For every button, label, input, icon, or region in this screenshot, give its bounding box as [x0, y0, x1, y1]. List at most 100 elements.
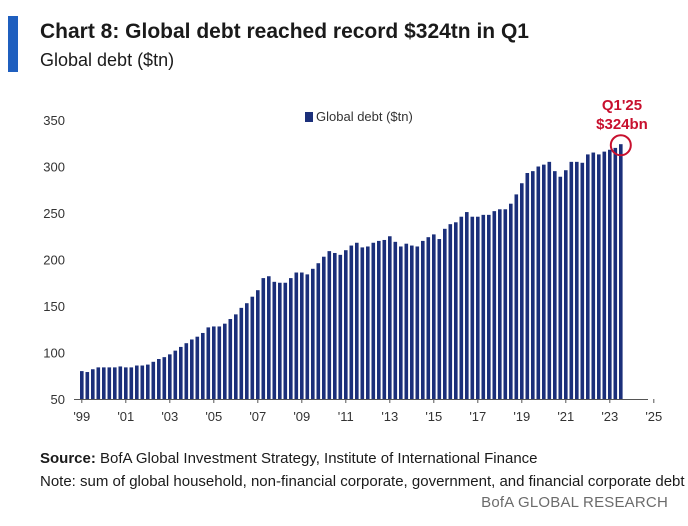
x-tick-label: '03: [161, 409, 178, 424]
bar: [608, 149, 612, 399]
bar: [487, 214, 491, 399]
bar: [217, 326, 222, 399]
bar: [322, 256, 326, 399]
bar: [305, 274, 310, 399]
bar: [338, 254, 343, 399]
source-text: BofA Global Investment Strategy, Institu…: [100, 450, 538, 467]
source-line: Source: BofA Global Investment Strategy,…: [40, 450, 538, 467]
x-tick-label: '15: [425, 409, 442, 424]
annotation-highlight-circle: [609, 134, 632, 157]
annotation-period: Q1'25: [602, 97, 642, 114]
bar: [520, 183, 524, 399]
bar: [239, 307, 244, 399]
bar: [129, 367, 134, 399]
bar: [443, 228, 447, 399]
legend-label: Global debt ($tn): [316, 109, 413, 124]
bar: [454, 222, 458, 399]
bar: [272, 281, 277, 399]
bar: [333, 252, 337, 399]
y-tick-label: 50: [51, 392, 65, 407]
bar: [96, 367, 101, 399]
bar: [261, 278, 266, 399]
y-tick-label: 350: [43, 113, 65, 128]
bar: [366, 246, 370, 399]
y-tick-label: 250: [43, 206, 65, 221]
bar: [212, 326, 216, 399]
bar: [476, 216, 480, 399]
bar: [256, 290, 260, 399]
bar: [349, 245, 354, 399]
x-axis: '99 '01 '03 '05 '07 '09 '11 '13 '15 '17 '19 '21 '23 '…: [73, 399, 662, 424]
bar: [85, 372, 90, 399]
bar: [619, 144, 623, 399]
bar: [135, 365, 139, 399]
bar: [575, 161, 579, 399]
bar: [393, 241, 398, 399]
bar-series: [80, 144, 623, 399]
brand-label: BofA GLOBAL RESEARCH: [481, 494, 668, 511]
bar: [195, 336, 200, 399]
bar: [162, 357, 167, 399]
x-tick-label: '01: [117, 409, 134, 424]
bar: [388, 236, 392, 399]
bar: [157, 359, 161, 399]
title-accent-bar: [8, 16, 18, 72]
bar: [558, 176, 563, 399]
x-tick-label: '23: [601, 409, 618, 424]
legend: Global debt ($tn): [305, 109, 413, 124]
bar: [107, 367, 112, 399]
bar: [228, 319, 233, 399]
bar: [591, 152, 596, 399]
bar: [327, 251, 332, 399]
bar: [91, 369, 95, 399]
bar: [223, 323, 227, 399]
bar: [569, 161, 574, 399]
bar: [399, 246, 403, 399]
bar: [151, 361, 156, 399]
x-tick-label: '09: [293, 409, 310, 424]
bar: [311, 268, 315, 399]
bar: [278, 282, 282, 399]
bar: [602, 151, 607, 399]
bar: [410, 245, 414, 399]
bar: [168, 354, 172, 399]
bar: [470, 216, 475, 399]
y-tick-label: 100: [43, 346, 65, 361]
bar: [437, 239, 442, 399]
record-annotation: Q1'25 $324bn: [596, 97, 648, 157]
bar: [234, 314, 238, 399]
bar: [542, 164, 546, 399]
bar: [459, 216, 464, 399]
x-tick-label: '99: [73, 409, 90, 424]
x-tick-label: '05: [205, 409, 222, 424]
bar: [173, 350, 178, 399]
bar: [124, 367, 128, 399]
x-tick-label: '13: [381, 409, 398, 424]
footnote: Note: sum of global household, non-finan…: [40, 473, 685, 490]
bar: [448, 224, 453, 399]
bar: [481, 214, 486, 399]
bar: [113, 367, 117, 399]
bar: [267, 276, 271, 399]
bar: [404, 243, 409, 399]
y-axis: 50 100 150 200 250 300 350: [43, 113, 65, 407]
chart-subtitle: Global debt ($tn): [40, 50, 175, 70]
x-tick-label: '19: [513, 409, 530, 424]
bar: [344, 250, 348, 399]
y-tick-label: 150: [43, 299, 65, 314]
bar: [360, 247, 365, 399]
bar: [80, 371, 84, 399]
y-tick-label: 300: [43, 160, 65, 175]
chart-title: Chart 8: Global debt reached record $324…: [40, 20, 529, 43]
bar: [426, 237, 431, 399]
bar: [377, 240, 381, 399]
x-tick-label: '11: [338, 409, 354, 424]
source-label: Source:: [40, 450, 96, 467]
bar: [250, 296, 255, 399]
bar: [415, 246, 420, 399]
bar: [547, 161, 552, 399]
bar: [289, 278, 293, 399]
bar: [564, 170, 568, 399]
bar: [382, 239, 387, 399]
